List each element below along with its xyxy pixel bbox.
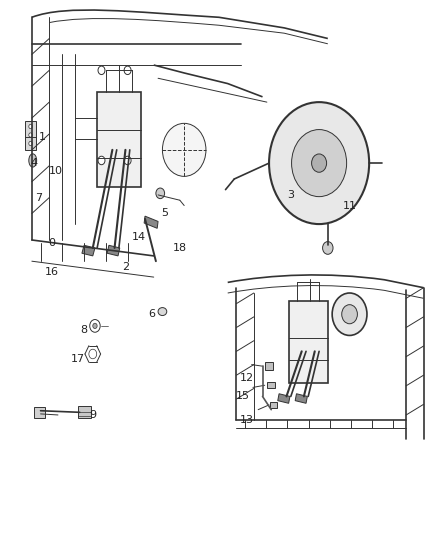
Circle shape bbox=[332, 293, 367, 335]
Circle shape bbox=[342, 305, 357, 324]
PathPatch shape bbox=[144, 216, 158, 228]
Text: 18: 18 bbox=[173, 243, 187, 253]
Bar bbox=[25, 120, 36, 150]
Circle shape bbox=[322, 241, 333, 254]
Text: 13: 13 bbox=[240, 415, 254, 425]
PathPatch shape bbox=[278, 394, 290, 403]
Text: 3: 3 bbox=[287, 190, 294, 200]
Text: 11: 11 bbox=[343, 200, 357, 211]
Circle shape bbox=[156, 188, 165, 199]
Ellipse shape bbox=[29, 154, 37, 167]
Bar bbox=[34, 407, 45, 418]
Circle shape bbox=[311, 154, 327, 172]
Circle shape bbox=[89, 349, 97, 359]
Circle shape bbox=[269, 102, 369, 224]
Text: 12: 12 bbox=[240, 373, 254, 383]
Text: 15: 15 bbox=[236, 391, 250, 401]
Circle shape bbox=[124, 156, 131, 165]
PathPatch shape bbox=[295, 394, 307, 403]
Text: 10: 10 bbox=[49, 166, 63, 176]
Text: 7: 7 bbox=[35, 192, 42, 203]
Bar bbox=[97, 92, 141, 187]
Text: 5: 5 bbox=[161, 208, 168, 219]
Bar bbox=[265, 362, 273, 370]
Circle shape bbox=[124, 66, 131, 75]
Text: 4: 4 bbox=[31, 158, 38, 168]
Text: 9: 9 bbox=[89, 410, 96, 420]
Circle shape bbox=[29, 124, 32, 128]
Text: 6: 6 bbox=[148, 309, 155, 319]
Text: 0: 0 bbox=[48, 238, 55, 248]
Circle shape bbox=[292, 130, 346, 197]
Circle shape bbox=[29, 141, 32, 146]
Bar bbox=[78, 406, 91, 418]
Text: 8: 8 bbox=[81, 325, 88, 335]
Text: 14: 14 bbox=[131, 232, 145, 243]
Text: 17: 17 bbox=[71, 354, 85, 364]
Text: 2: 2 bbox=[122, 262, 129, 271]
Text: 16: 16 bbox=[44, 267, 58, 277]
Circle shape bbox=[93, 323, 97, 328]
PathPatch shape bbox=[82, 245, 95, 256]
Bar bbox=[267, 382, 275, 389]
Circle shape bbox=[98, 156, 105, 165]
Text: 1: 1 bbox=[39, 132, 46, 142]
Bar bbox=[289, 301, 328, 383]
Circle shape bbox=[98, 66, 105, 75]
Circle shape bbox=[162, 123, 206, 176]
Ellipse shape bbox=[158, 308, 167, 316]
Circle shape bbox=[90, 319, 100, 332]
PathPatch shape bbox=[107, 245, 120, 256]
Circle shape bbox=[29, 133, 32, 137]
Bar bbox=[270, 402, 277, 408]
